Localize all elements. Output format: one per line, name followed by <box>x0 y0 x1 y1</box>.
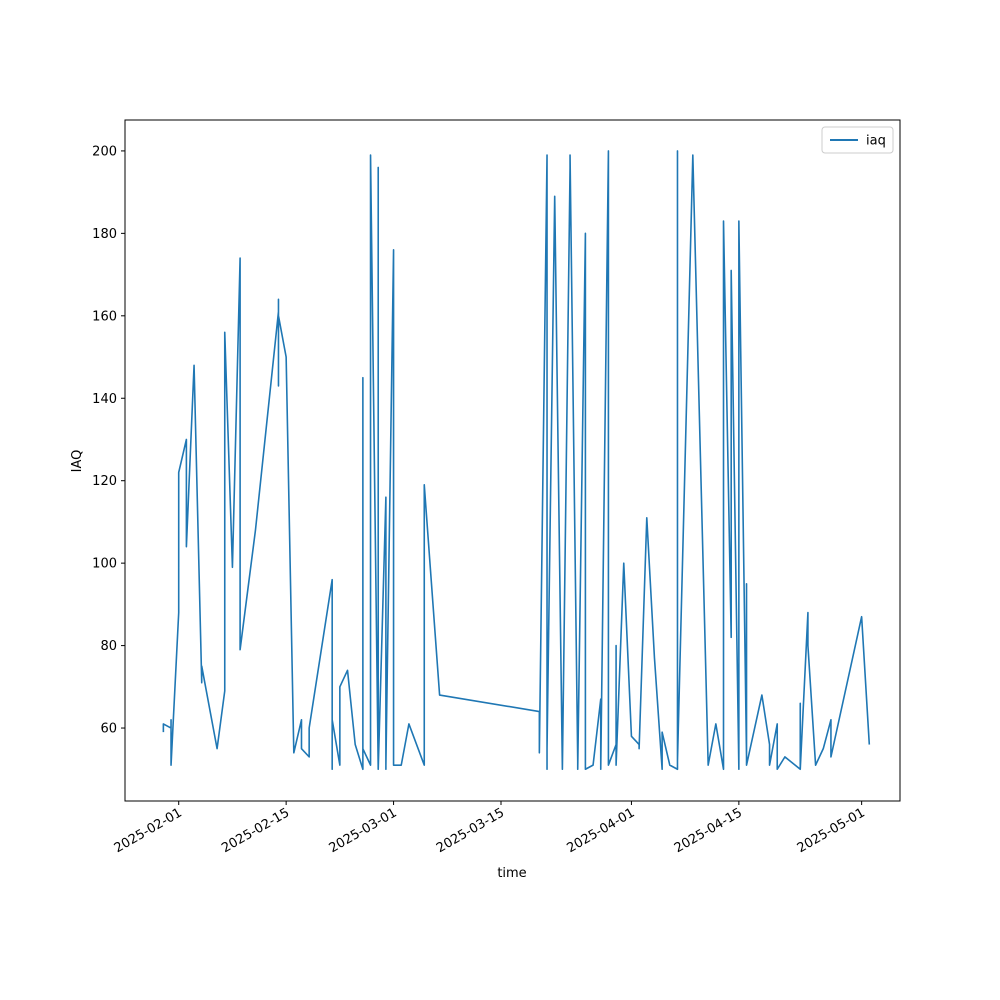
x-axis-label: time <box>497 866 526 881</box>
y-tick-label: 100 <box>92 557 117 572</box>
x-tick-label: 2025-02-01 <box>112 805 185 856</box>
y-tick-label: 200 <box>92 144 117 159</box>
y-tick-label: 160 <box>92 309 117 324</box>
x-tick-label: 2025-02-15 <box>219 805 292 856</box>
y-tick-label: 140 <box>92 392 117 407</box>
x-tick-label: 2025-04-01 <box>564 805 637 856</box>
y-tick-label: 80 <box>100 639 117 654</box>
y-tick-label: 120 <box>92 474 117 489</box>
x-tick-label: 2025-04-15 <box>672 805 745 856</box>
x-tick-label: 2025-05-01 <box>795 805 868 856</box>
x-tick-label: 2025-03-01 <box>327 805 400 856</box>
legend-label: iaq <box>866 134 886 149</box>
y-axis-label: IAQ <box>70 450 85 473</box>
data-line <box>162 150 871 771</box>
x-tick-label: 2025-03-15 <box>434 805 507 856</box>
y-tick-label: 60 <box>100 722 117 737</box>
y-tick-label: 180 <box>92 227 117 242</box>
plot-frame <box>124 119 901 802</box>
